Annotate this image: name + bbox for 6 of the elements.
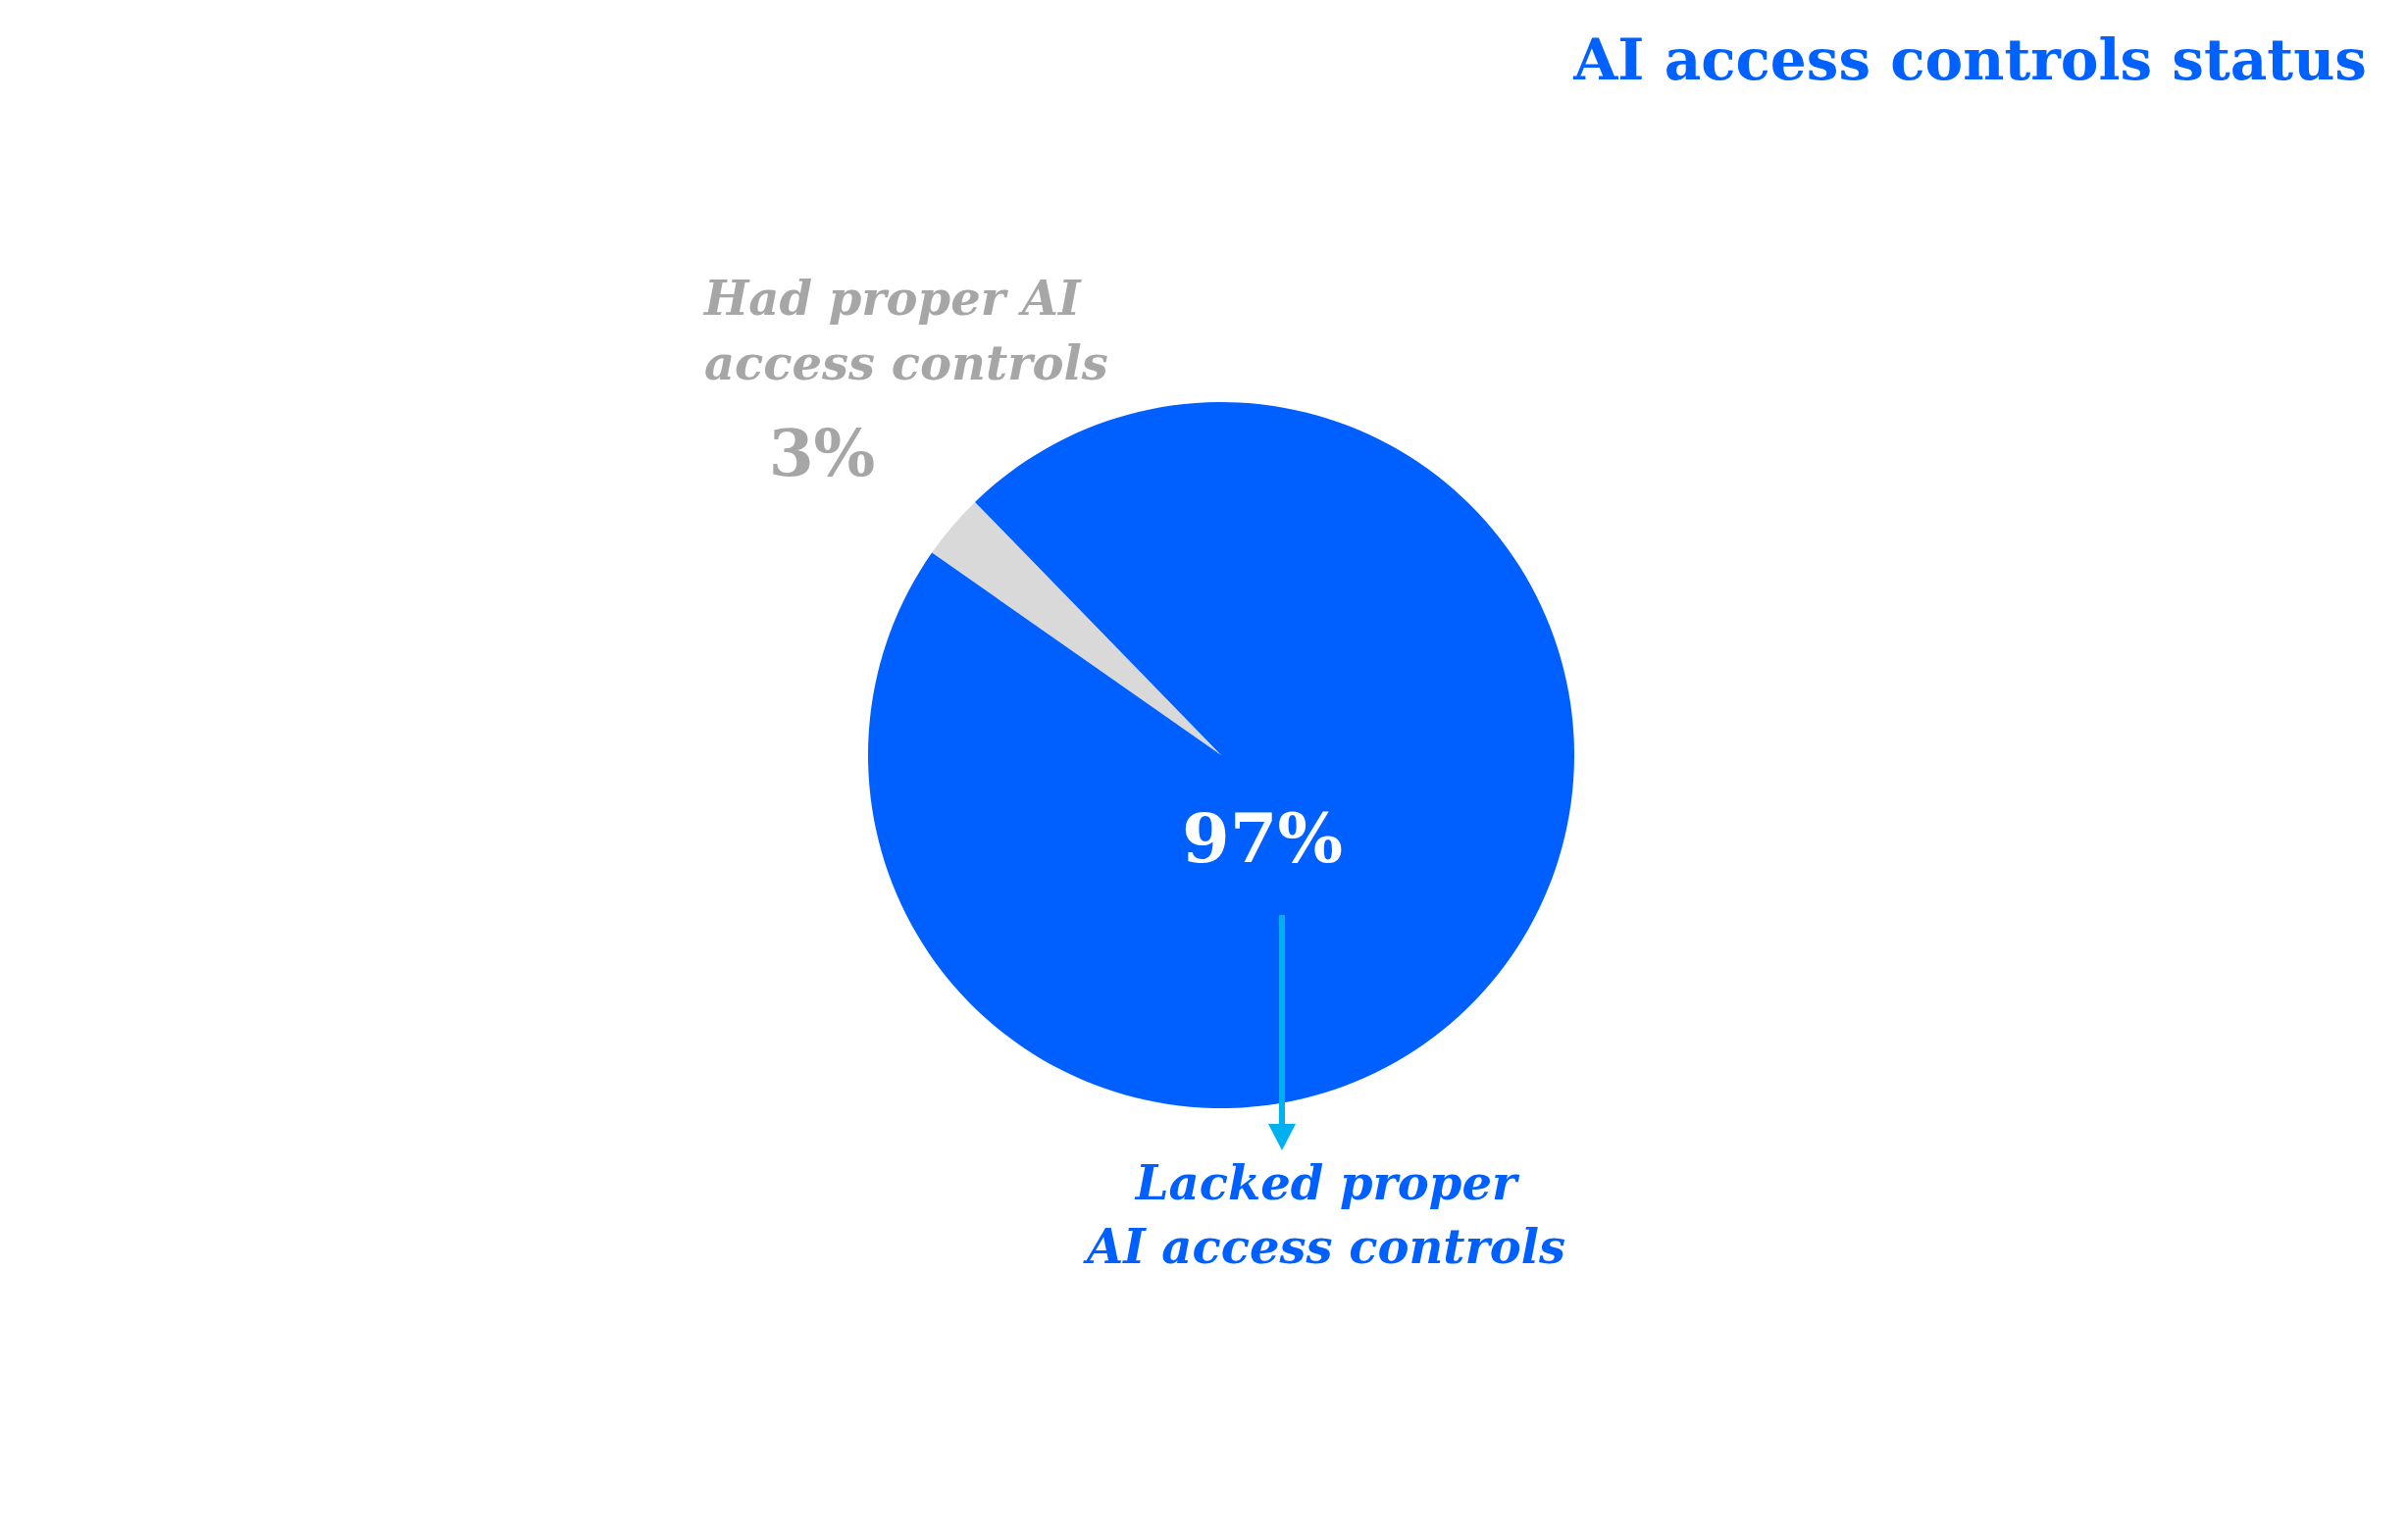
slice-label: Had proper AI access controls — [702, 271, 1108, 390]
text: AI access controls status — [1572, 26, 2367, 93]
data-label: 97% — [1182, 797, 1343, 879]
pie-slice — [932, 501, 1221, 755]
slice-label: Lacked proper AI access controls — [1082, 1155, 1566, 1274]
data-label: 3% — [768, 415, 876, 491]
